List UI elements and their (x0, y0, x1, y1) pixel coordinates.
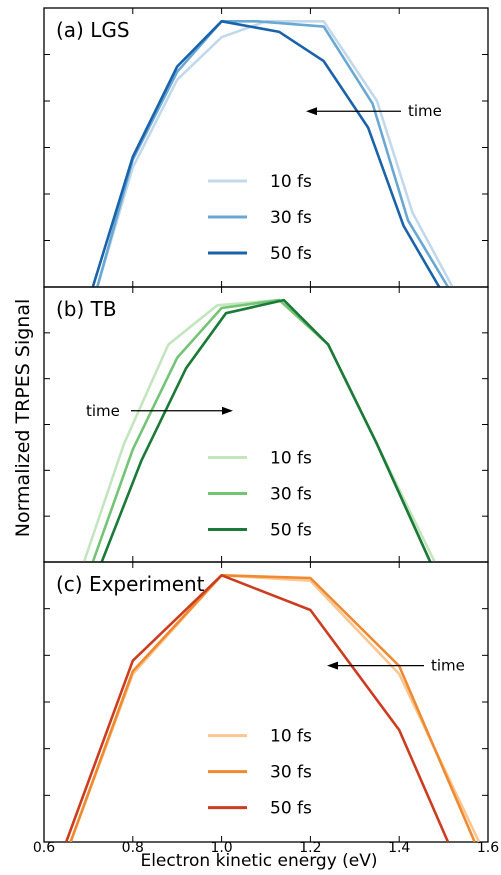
panel-2: (c) Experiment 10 fs 30 fs 50 fs time (43, 561, 489, 843)
legend-label: 10 fs (270, 449, 312, 469)
x-axis-label: Electron kinetic energy (eV) (140, 851, 377, 871)
series-line-50-fs (100, 298, 432, 562)
legend-label: 30 fs (270, 485, 312, 505)
x-tick-label: 1.2 (299, 840, 321, 856)
legend-label: 50 fs (270, 799, 312, 819)
legend-label: 50 fs (270, 521, 312, 541)
legend-label: 10 fs (270, 727, 312, 747)
panel-frame (43, 286, 489, 563)
time-annotation: time (306, 102, 442, 120)
time-label: time (431, 657, 465, 675)
x-tick-label: 1.6 (477, 840, 499, 856)
legend-label: 50 fs (270, 244, 312, 264)
series-line-50-fs (64, 573, 450, 842)
panel-1: (b) TB 10 fs 30 fs 50 fs time (43, 286, 489, 563)
legend-label: 30 fs (270, 763, 312, 783)
x-tick-labels: 0.6 0.8 1.0 1.2 1.4 1.6 (33, 840, 499, 856)
time-label: time (408, 102, 442, 120)
series-line-50-fs (91, 19, 441, 287)
panel-0: (a) LGS 10 fs 30 fs 50 fs time (43, 7, 489, 288)
panel-title: (b) TB (56, 297, 117, 321)
x-tick-label: 0.6 (33, 840, 55, 856)
time-label: time (86, 402, 120, 420)
series-line-30-fs (91, 298, 432, 562)
panels-group: (a) LGS 10 fs 30 fs 50 fs time (b) TB 10 fs 30 … (43, 7, 489, 843)
x-tick-label: 1.4 (388, 840, 410, 856)
y-axis-label: Normalized TRPES Signal (12, 299, 34, 538)
panel-title: (c) Experiment (56, 572, 205, 596)
time-annotation: time (327, 657, 465, 675)
x-tick-label: 0.8 (122, 840, 144, 856)
panel-frame (43, 561, 489, 843)
series-line-30-fs (69, 573, 476, 842)
time-annotation: time (86, 402, 233, 420)
legend-label: 10 fs (270, 172, 312, 192)
series-line-10-fs (82, 298, 436, 562)
series-line-30-fs (96, 19, 450, 287)
panel-title: (a) LGS (56, 18, 130, 42)
x-tick-label: 1.0 (210, 840, 232, 856)
legend-label: 30 fs (270, 208, 312, 228)
